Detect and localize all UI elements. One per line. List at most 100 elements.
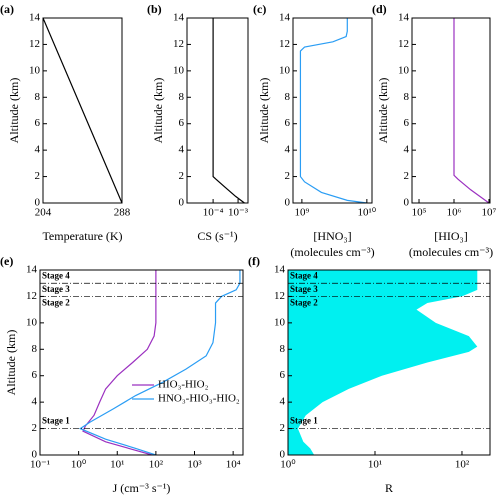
x-tick-label: 10¹ (110, 459, 124, 471)
y-tick-label: 2 (280, 422, 286, 434)
area (288, 270, 478, 455)
y-tick-label: 12 (173, 38, 184, 50)
y-tick-label: 0 (404, 197, 410, 209)
y-tick-label: 6 (285, 117, 291, 129)
y-tick-label: 4 (280, 396, 286, 408)
y-tick-label: 8 (404, 91, 410, 103)
y-axis-title: Altitude (km) (376, 78, 390, 144)
y-tick-label: 4 (35, 144, 41, 156)
y-tick-label: 2 (35, 170, 41, 182)
stage-label: Stage 1 (290, 416, 318, 426)
x-tick-label: 10² (455, 459, 470, 471)
x-tick-label: 10⁻¹ (30, 459, 50, 471)
x-tick-label: 10⁵ (412, 207, 427, 219)
y-tick-label: 2 (285, 170, 291, 182)
y-tick-label: 6 (280, 369, 286, 381)
stage-label: Stage 2 (290, 297, 318, 307)
y-tick-label: 4 (179, 144, 185, 156)
y-tick-label: 6 (35, 117, 41, 129)
y-tick-label: 12 (26, 290, 37, 302)
y-tick-label: 8 (285, 91, 291, 103)
y-tick-label: 12 (279, 38, 290, 50)
stage-label: Stage 3 (42, 284, 70, 294)
x-axis-title: R (385, 481, 393, 495)
y-tick-label: 10 (29, 64, 41, 76)
panel-label: (d) (372, 2, 387, 16)
x-tick-label: 10⁷ (482, 207, 497, 219)
x-tick-label: 204 (35, 207, 52, 219)
y-tick-label: 8 (280, 343, 286, 355)
y-tick-label: 2 (179, 170, 185, 182)
y-tick-label: 12 (398, 38, 409, 50)
panel-label: (e) (0, 254, 13, 268)
y-tick-label: 8 (32, 343, 38, 355)
plot-frame (39, 269, 244, 456)
x-tick-label: 10¹ (368, 459, 382, 471)
panel-label: (f) (248, 254, 260, 268)
stage-label: Stage 1 (42, 416, 70, 426)
y-tick-label: 10 (173, 64, 185, 76)
y-tick-label: 0 (35, 197, 41, 209)
x-tick-label: 10⁰ (280, 459, 296, 471)
y-tick-label: 8 (179, 91, 185, 103)
x-axis-title: (molecules cm⁻³) (290, 245, 374, 259)
x-tick-label: 10² (149, 459, 164, 471)
x-axis-title: [HNO₃] (313, 229, 351, 243)
y-tick-label: 10 (26, 316, 38, 328)
x-tick-label: 10⁰ (71, 459, 87, 471)
stage-label: Stage 2 (42, 297, 70, 307)
y-tick-label: 8 (35, 91, 41, 103)
stage-label: Stage 4 (290, 270, 318, 280)
y-tick-label: 14 (274, 264, 286, 276)
y-axis-title: Altitude (km) (257, 78, 271, 144)
y-tick-label: 2 (404, 170, 410, 182)
y-tick-label: 2 (32, 422, 38, 434)
profile-line (82, 270, 157, 455)
x-tick-label: 10⁴ (226, 459, 241, 471)
x-tick-label: 10⁹ (294, 207, 309, 219)
x-axis-title: [HIO₃] (434, 229, 468, 243)
x-axis-title: (molecules cm⁻³) (409, 245, 493, 259)
x-tick-label: 10⁻⁴ (203, 207, 224, 219)
y-tick-label: 10 (398, 64, 410, 76)
y-tick-label: 4 (32, 396, 38, 408)
y-axis-title: Altitude (km) (151, 78, 165, 144)
y-axis-title: Altitude (km) (4, 330, 18, 396)
panel-label: (b) (147, 2, 162, 16)
legend-label: HNO₃-HIO₃-HIO₂ (158, 392, 240, 404)
y-tick-label: 14 (29, 12, 41, 24)
profile-line (299, 18, 367, 203)
profile-line (78, 270, 241, 455)
y-tick-label: 10 (279, 64, 291, 76)
x-tick-label: 10⁻³ (228, 207, 249, 219)
x-tick-label: 288 (114, 207, 131, 219)
panel-label: (c) (253, 2, 266, 16)
y-tick-label: 10 (274, 316, 286, 328)
x-tick-label: 10³ (187, 459, 202, 471)
plot-frame (411, 17, 491, 204)
y-tick-label: 4 (285, 144, 291, 156)
x-axis-title: Temperature (K) (42, 229, 122, 243)
profile-line (43, 18, 122, 203)
y-tick-label: 6 (404, 117, 410, 129)
y-tick-label: 6 (32, 369, 38, 381)
y-tick-label: 14 (279, 12, 291, 24)
x-tick-label: 10⁶ (447, 207, 462, 219)
legend-label: HIO₃-HIO₂ (158, 378, 209, 390)
panel-label: (a) (0, 2, 14, 16)
profile-line (212, 18, 245, 203)
x-axis-title: CS (s⁻¹) (197, 229, 237, 243)
y-tick-label: 0 (285, 197, 291, 209)
y-tick-label: 12 (29, 38, 40, 50)
plot-frame (287, 269, 491, 456)
x-axis-title: J (cm⁻³ s⁻¹) (113, 481, 171, 495)
y-tick-label: 0 (179, 197, 185, 209)
y-tick-label: 12 (274, 290, 285, 302)
x-tick-label: 10¹⁰ (357, 207, 376, 219)
y-tick-label: 14 (26, 264, 38, 276)
stage-label: Stage 3 (290, 284, 318, 294)
y-tick-label: 0 (280, 449, 286, 461)
y-tick-label: 14 (398, 12, 410, 24)
y-axis-title: Altitude (km) (7, 78, 21, 144)
